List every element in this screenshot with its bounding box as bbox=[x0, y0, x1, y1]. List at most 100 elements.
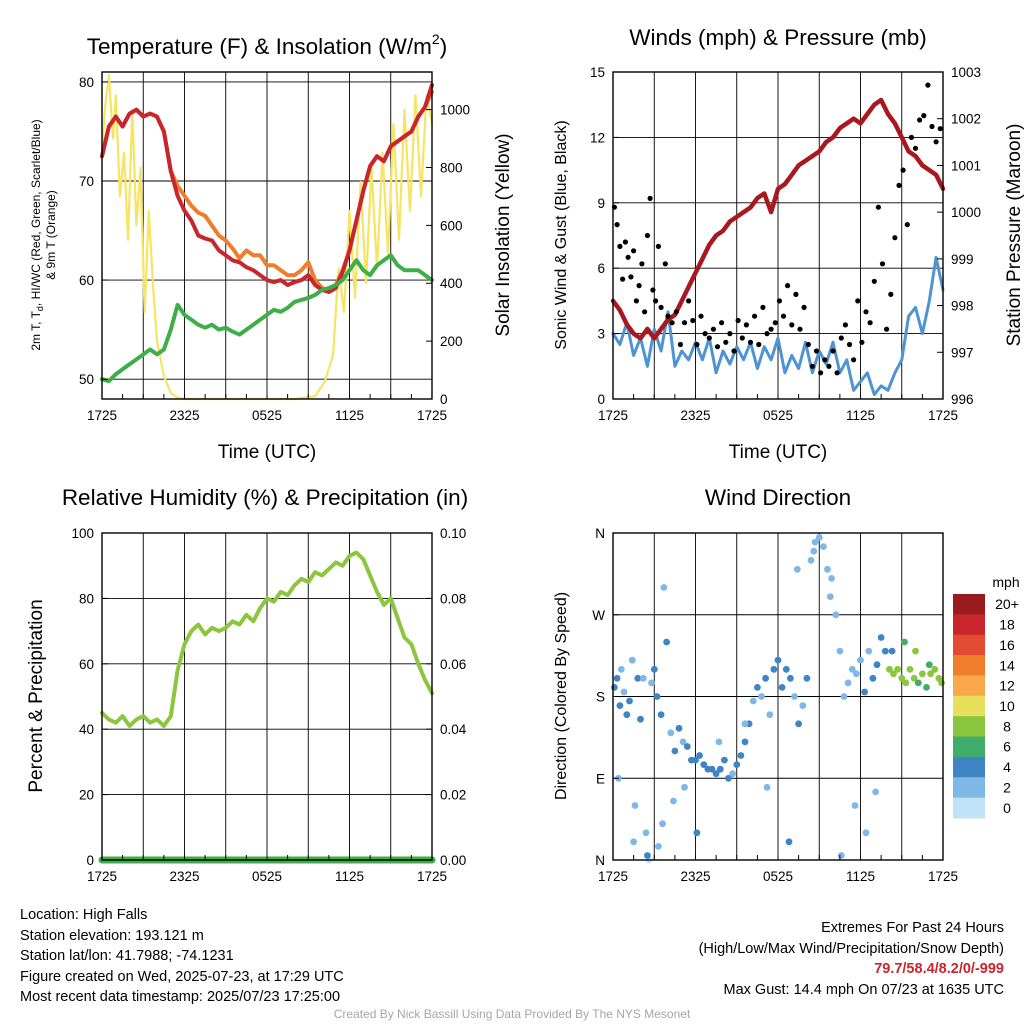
colorbar-label: 0 bbox=[1003, 800, 1011, 816]
wind-direction-point bbox=[733, 761, 741, 768]
wind-direction-point bbox=[902, 679, 910, 687]
y-tick-label: W bbox=[592, 608, 605, 623]
x-tick-label: 1725 bbox=[928, 869, 958, 884]
gust-point bbox=[867, 320, 873, 326]
wind-direction-point bbox=[810, 547, 818, 555]
wind-direction-point bbox=[894, 665, 901, 673]
temperature-xlabel: Time (UTC) bbox=[218, 442, 317, 463]
x-tick-label: 1125 bbox=[846, 408, 875, 423]
gust-point bbox=[639, 261, 645, 267]
gust-point bbox=[892, 235, 898, 241]
gust-point bbox=[647, 195, 653, 201]
gust-point bbox=[780, 313, 787, 319]
gust-point bbox=[669, 320, 675, 326]
gust-point bbox=[875, 204, 882, 210]
pressure-y2label: Station Pressure (Maroon) bbox=[1004, 124, 1024, 347]
gust-point bbox=[719, 320, 725, 326]
figure-created: Figure created on Wed, 2025-07-23, at 17… bbox=[20, 968, 344, 985]
y-tick-label: 100 bbox=[71, 526, 94, 541]
gust-point bbox=[929, 123, 935, 130]
wind-direction-point bbox=[844, 679, 852, 687]
gust-point bbox=[698, 313, 704, 319]
wind-direction-point bbox=[807, 556, 815, 564]
wind-direction-point bbox=[865, 647, 873, 655]
wind-direction-point bbox=[828, 575, 835, 582]
wind-direction-point bbox=[848, 665, 856, 673]
wind-direction-point bbox=[857, 656, 864, 664]
y-tick-label: S bbox=[596, 690, 605, 705]
wind-direction-point bbox=[815, 534, 823, 541]
y-tick-label: 50 bbox=[79, 372, 94, 387]
y-tick-label: 15 bbox=[590, 65, 605, 80]
wind-direction-point bbox=[923, 684, 930, 691]
temperature-panel: Temperature (F) & Insolation (W/m2) 50 60… bbox=[29, 31, 514, 463]
x-tick-label: 1725 bbox=[87, 408, 117, 423]
x-tick-label: 1725 bbox=[598, 869, 628, 884]
colorbar-label: 4 bbox=[1003, 759, 1011, 775]
wind-direction-point bbox=[623, 711, 631, 719]
wind-direction-point bbox=[729, 770, 736, 778]
colorbar-label: 8 bbox=[1003, 718, 1011, 734]
gust-point bbox=[706, 335, 712, 341]
station-pressure-line bbox=[610, 97, 946, 341]
dewpoint-line bbox=[100, 253, 434, 384]
wind-direction-point bbox=[919, 670, 926, 678]
y-tick-label: 80 bbox=[79, 591, 94, 606]
gust-point bbox=[904, 222, 910, 228]
wind-direction-point bbox=[785, 838, 793, 846]
x-tick-label: 2325 bbox=[169, 408, 199, 423]
y2-tick-label: 1002 bbox=[951, 112, 981, 127]
wind-direction-point bbox=[774, 656, 782, 664]
gust-point bbox=[925, 82, 931, 88]
gust-point bbox=[859, 339, 865, 345]
y-tick-label: 12 bbox=[590, 130, 605, 145]
colorbar-swatch bbox=[953, 655, 985, 676]
colorbar-label: 10 bbox=[999, 698, 1015, 714]
gust-point bbox=[690, 317, 696, 324]
wind-direction-point bbox=[787, 674, 794, 682]
wind-direction-point bbox=[696, 752, 703, 759]
wind-direction-panel: Wind Direction N E S W N 1725 2325 0525 1125 172… bbox=[553, 485, 1020, 884]
wind-direction-point bbox=[791, 693, 798, 700]
y2-tick-label: 998 bbox=[951, 299, 974, 314]
gust-point bbox=[760, 304, 766, 310]
wind-direction-point bbox=[657, 711, 665, 719]
y-tick-label: 0 bbox=[86, 853, 94, 868]
y2-tick-label: 800 bbox=[440, 160, 463, 175]
gust-point bbox=[665, 313, 671, 319]
wind-direction-point bbox=[799, 702, 807, 709]
colorbar-swatch bbox=[953, 777, 985, 799]
gust-point bbox=[785, 283, 791, 289]
wind-direction-point bbox=[630, 838, 637, 846]
wind-direction-point bbox=[741, 738, 749, 746]
gust-point bbox=[655, 243, 662, 249]
gust-point bbox=[723, 339, 729, 345]
wind-direction-point bbox=[681, 783, 688, 791]
colorbar-swatch bbox=[953, 675, 985, 697]
wind-direction-point bbox=[626, 697, 633, 705]
wind-direction-point bbox=[906, 665, 914, 673]
x-tick-label: 1725 bbox=[928, 408, 958, 423]
wind-direction-point bbox=[803, 674, 811, 682]
wind-direction-point bbox=[631, 802, 639, 809]
x-tick-label: 0525 bbox=[763, 408, 793, 423]
colorbar-swatch bbox=[953, 756, 985, 778]
temperature-ylabel: 2m T, Td, HI/WC (Red, Green, Scarlet/Blu… bbox=[29, 119, 45, 350]
extremes-title: Extremes For Past 24 Hours bbox=[821, 920, 1004, 936]
colorbar-label: 12 bbox=[999, 678, 1015, 694]
gust-point bbox=[768, 326, 774, 332]
wind-direction-point bbox=[873, 661, 881, 669]
x-tick-label: 1725 bbox=[417, 869, 447, 884]
extremes-subtitle: (High/Low/Max Wind/Precipitation/Snow De… bbox=[698, 940, 1004, 957]
colorbar-swatch bbox=[953, 634, 985, 656]
y2-tick-label: 1001 bbox=[951, 158, 981, 173]
wind-direction-point bbox=[700, 761, 708, 768]
x-tick-label: 2325 bbox=[680, 408, 710, 423]
gust-point bbox=[636, 283, 642, 289]
wind-direction-point bbox=[782, 665, 790, 673]
gust-point bbox=[620, 276, 626, 282]
wind-direction-point bbox=[877, 634, 885, 641]
gust-point bbox=[879, 261, 886, 267]
gust-point bbox=[628, 274, 634, 280]
wind-direction-point bbox=[888, 647, 896, 655]
